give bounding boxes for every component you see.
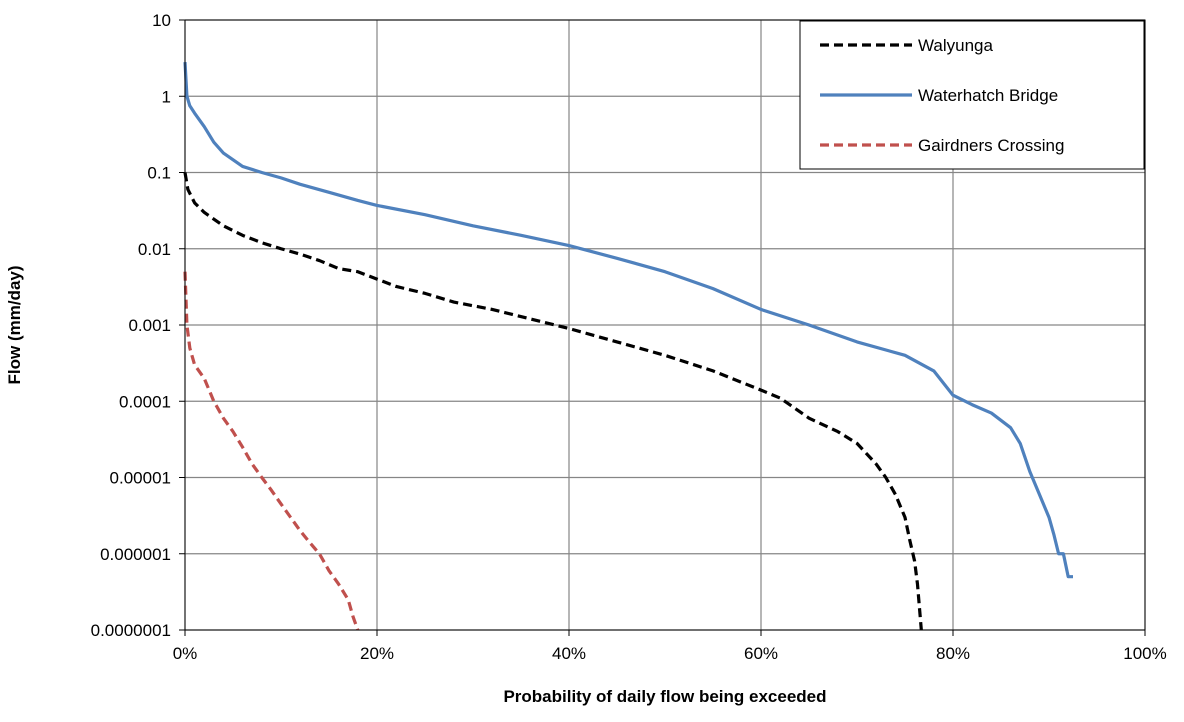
y-tick-label: 0.01 bbox=[138, 240, 171, 259]
y-tick-label: 0.000001 bbox=[100, 545, 171, 564]
series-line-waterhatch-bridge bbox=[183, 62, 1073, 579]
legend-label: Waterhatch Bridge bbox=[918, 86, 1058, 105]
series-line-walyunga bbox=[183, 172, 923, 631]
plot-series bbox=[183, 62, 1073, 631]
y-axis-ticks: 10 1 0.1 0.01 0.001 0.0001 0.00001 0.000001 0.00… bbox=[91, 11, 185, 640]
y-tick-label: 0.001 bbox=[128, 316, 171, 335]
x-tick-label: 40% bbox=[552, 644, 586, 663]
x-axis-title: Probability of daily flow being exceeded bbox=[503, 687, 826, 706]
x-tick-label: 100% bbox=[1123, 644, 1166, 663]
series-line-gairdners-crossing bbox=[183, 271, 360, 631]
legend-label: Walyunga bbox=[918, 36, 994, 55]
x-tick-label: 80% bbox=[936, 644, 970, 663]
x-tick-label: 0% bbox=[173, 644, 198, 663]
y-tick-label: 0.00001 bbox=[110, 469, 171, 488]
y-tick-label: 1 bbox=[162, 87, 171, 106]
x-tick-label: 60% bbox=[744, 644, 778, 663]
x-tick-label: 20% bbox=[360, 644, 394, 663]
y-tick-label: 0.0001 bbox=[119, 392, 171, 411]
y-tick-label: 0.0000001 bbox=[91, 621, 171, 640]
legend: Walyunga Waterhatch Bridge Gairdners Cross… bbox=[799, 20, 1145, 170]
y-tick-label: 0.1 bbox=[147, 164, 171, 183]
legend-label: Gairdners Crossing bbox=[918, 136, 1064, 155]
x-axis-ticks: 0% 20% 40% 60% 80% 100% bbox=[173, 630, 1167, 663]
y-axis-title: Flow (mm/day) bbox=[5, 265, 24, 384]
y-tick-label: 10 bbox=[152, 11, 171, 30]
